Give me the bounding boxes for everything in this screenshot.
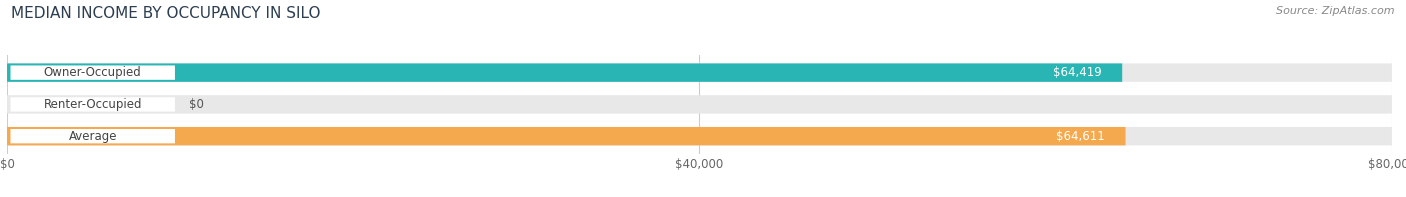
FancyBboxPatch shape <box>10 129 174 143</box>
Text: Source: ZipAtlas.com: Source: ZipAtlas.com <box>1277 6 1395 16</box>
Text: Owner-Occupied: Owner-Occupied <box>44 66 142 79</box>
Text: $64,611: $64,611 <box>1056 130 1105 143</box>
FancyBboxPatch shape <box>10 97 174 112</box>
FancyBboxPatch shape <box>7 95 1392 114</box>
Text: $64,419: $64,419 <box>1053 66 1101 79</box>
FancyBboxPatch shape <box>7 63 1392 82</box>
FancyBboxPatch shape <box>7 127 1392 145</box>
Text: Average: Average <box>69 130 117 143</box>
FancyBboxPatch shape <box>7 127 1126 145</box>
FancyBboxPatch shape <box>7 63 1122 82</box>
Text: $0: $0 <box>188 98 204 111</box>
FancyBboxPatch shape <box>10 65 174 80</box>
Text: MEDIAN INCOME BY OCCUPANCY IN SILO: MEDIAN INCOME BY OCCUPANCY IN SILO <box>11 6 321 21</box>
Text: Renter-Occupied: Renter-Occupied <box>44 98 142 111</box>
